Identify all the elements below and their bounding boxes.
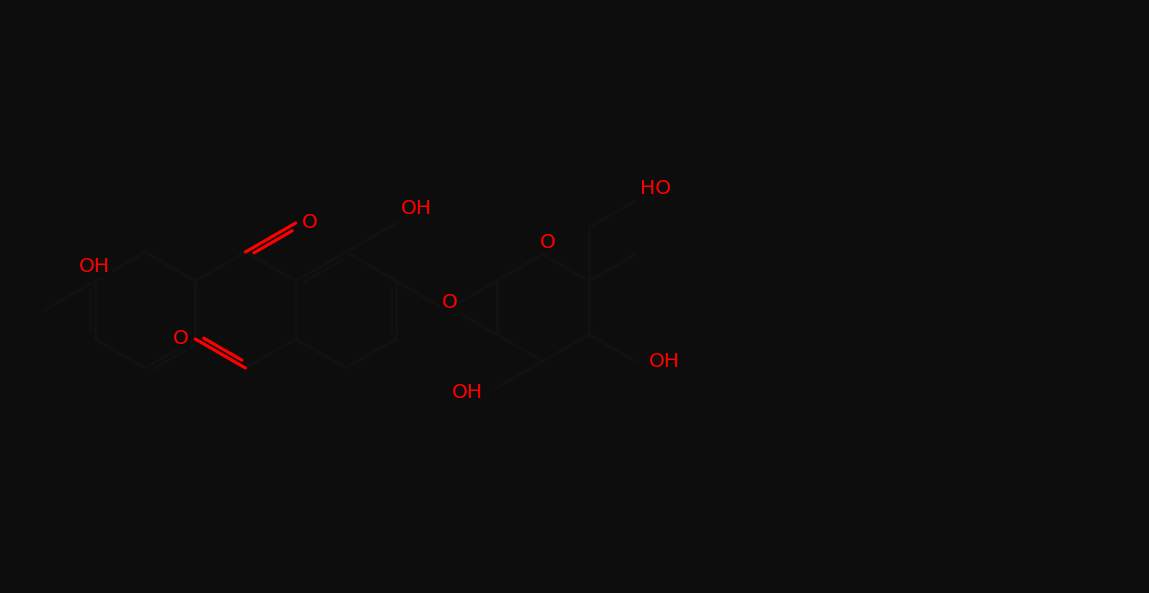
Text: OH: OH: [452, 383, 483, 402]
Text: OH: OH: [79, 257, 110, 276]
Text: O: O: [441, 292, 457, 311]
Text: O: O: [173, 330, 190, 349]
Text: OH: OH: [649, 352, 680, 371]
Text: O: O: [540, 233, 556, 252]
Text: O: O: [302, 213, 317, 232]
Text: HO: HO: [640, 180, 671, 199]
Text: OH: OH: [401, 199, 432, 218]
